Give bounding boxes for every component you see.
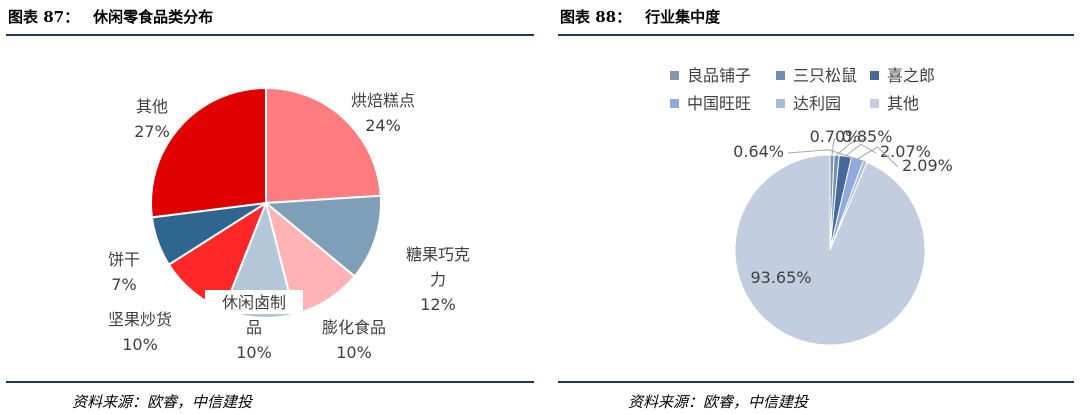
legend-swatch — [670, 71, 679, 80]
left-figure-title: 图表 87： 休闲零食品类分布 — [8, 6, 213, 27]
slice-value-label: 10% — [236, 343, 272, 362]
legend-label: 良品铺子 — [687, 66, 752, 85]
right-source-note: 资料来源：欧睿，中信建投 — [628, 393, 809, 411]
legend-label: 中国旺旺 — [687, 94, 752, 113]
right-figure-title-text: 行业集中度 — [645, 8, 721, 26]
right-figure-title: 图表 88： 行业集中度 — [560, 6, 720, 27]
legend-item: 喜之郎 — [870, 62, 935, 86]
legend-item: 三只松鼠 — [776, 62, 857, 86]
slice-value-label: 2.09% — [902, 156, 953, 175]
slice-value-label: 27% — [134, 122, 170, 141]
right-figure-panel: 图表 88： 行业集中度 良品铺子 三只松鼠 喜之郎 中国旺旺 达利园 其他 0.70% 0.… — [552, 0, 1080, 415]
slice-value-label: 10% — [122, 335, 158, 354]
slice-value-label: 0.64% — [733, 142, 784, 161]
legend-label: 三只松鼠 — [793, 66, 858, 85]
leader-line — [857, 146, 899, 168]
concentration-pie-chart: 0.70%0.85%2.07%2.09% 0.64% 93.65% — [733, 127, 953, 346]
label-background — [205, 290, 303, 314]
left-figure-number: 图表 87： — [8, 8, 80, 26]
legend-label: 达利园 — [793, 94, 842, 113]
legend-label: 喜之郎 — [887, 66, 936, 85]
slice-category-label: 力 — [430, 270, 446, 289]
legend-swatch — [870, 71, 879, 80]
leader-line — [845, 143, 877, 157]
legend-label: 其他 — [887, 94, 920, 113]
slice-value-label: 10% — [336, 343, 372, 362]
right-bottom-rule — [558, 381, 1074, 383]
legend-item: 中国旺旺 — [670, 90, 751, 114]
pie-slice — [734, 154, 926, 346]
legend-swatch — [670, 99, 679, 108]
slice-value-label: 93.65% — [750, 268, 811, 287]
slice-value-label: 24% — [365, 116, 401, 135]
slice-category-label: 坚果炒货 — [108, 310, 172, 329]
left-bottom-rule — [6, 381, 534, 383]
slice-category-label: 饼干 — [108, 250, 140, 269]
slice-category-label: 其他 — [136, 97, 168, 116]
slice-value-label: 0.85% — [842, 127, 893, 146]
slice-value-label: 12% — [420, 295, 456, 314]
right-figure-number: 图表 88： — [560, 8, 632, 26]
pie-slice — [265, 86, 382, 205]
left-source-note: 资料来源：欧睿，中信建投 — [72, 393, 253, 411]
legend-swatch — [776, 99, 785, 108]
slice-category-label: 烘焙糕点 — [351, 91, 415, 110]
slice-category-label: 糖果巧克 — [406, 245, 470, 264]
right-top-rule — [558, 34, 1074, 36]
legend-swatch — [776, 71, 785, 80]
pie-slice — [263, 194, 382, 278]
legend-item: 达利园 — [776, 90, 841, 114]
left-top-rule — [6, 34, 534, 36]
slice-category-label: 休闲卤制 — [222, 293, 286, 312]
slice-value-label: 0.70% — [810, 127, 861, 146]
leader-line — [836, 137, 868, 156]
slice-value-label: 2.07% — [880, 142, 931, 161]
slice-category-label: 品 — [246, 318, 262, 337]
slice-category-label: 膨化食品 — [322, 318, 386, 337]
legend-item: 其他 — [870, 90, 919, 114]
left-figure-title-text: 休闲零食品类分布 — [93, 8, 214, 26]
legend-swatch — [870, 99, 879, 108]
leader-line — [787, 149, 866, 163]
left-figure-panel: 图表 87： 休闲零食品类分布 烘焙糕点 24% 糖果巧克力 12% 膨化食品 10% 休闲卤… — [6, 6, 534, 411]
legend-item: 良品铺子 — [670, 62, 751, 86]
pie-slice — [150, 86, 267, 219]
slice-value-label: 7% — [111, 275, 136, 294]
